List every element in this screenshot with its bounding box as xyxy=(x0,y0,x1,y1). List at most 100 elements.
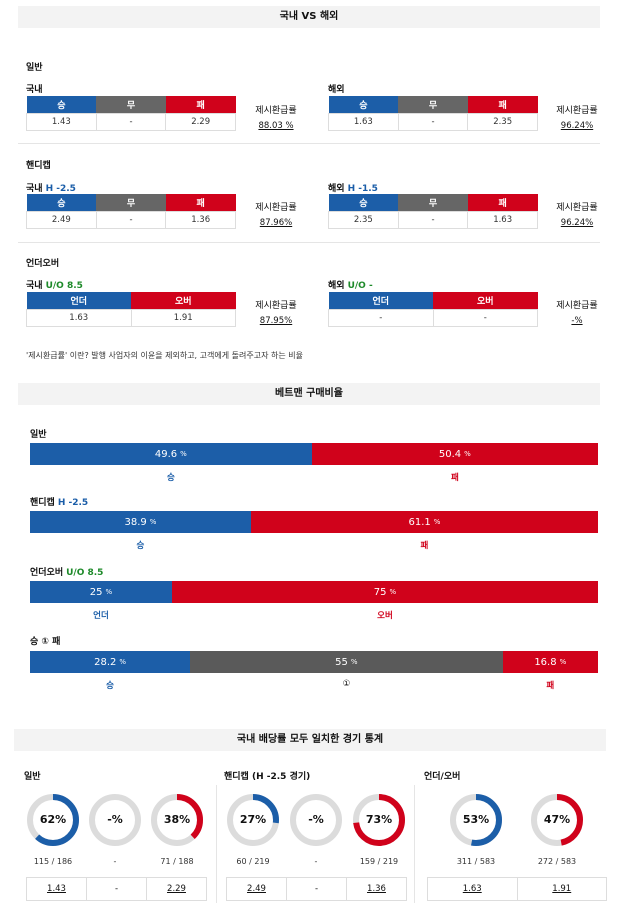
section-header-stats: 국내 배당률 모두 일치한 경기 통계 xyxy=(14,729,606,751)
odds-general-domestic-label: 국내 xyxy=(26,85,43,95)
stats-handicap-title: 핸디캡 (H -2.5 경기) xyxy=(224,772,311,782)
col-under: 언더 xyxy=(26,292,131,309)
donut-chart: 73% xyxy=(352,793,406,847)
refund-label: 제시환급률 xyxy=(556,106,598,116)
donut-chart: 62% xyxy=(26,793,80,847)
col-win: 승 xyxy=(328,96,399,113)
stats-odds-table: 1.43- 2.29 xyxy=(26,877,207,901)
col-draw: 무 xyxy=(96,96,166,113)
odds-cell: 1.36 xyxy=(165,210,236,229)
odds-handicap-title: 핸디캡 xyxy=(26,161,51,171)
donut-chart: 47% xyxy=(530,793,584,847)
bar-segment-label: 승 xyxy=(166,473,175,483)
divider xyxy=(18,143,600,144)
donut-count: - xyxy=(314,857,318,866)
stats-odds-cell: - xyxy=(87,878,147,900)
refund-value[interactable]: 88.03 % xyxy=(258,121,294,131)
stats-odds-cell[interactable]: 1.43 xyxy=(27,878,87,900)
odds-underover-domestic-label: 국내 U/O 8.5 xyxy=(26,281,83,291)
odds-cell: 1.91 xyxy=(130,308,236,327)
divider xyxy=(18,242,600,243)
stats-odds-table: 2.49- 1.36 xyxy=(226,877,407,901)
donut-count: 311 / 583 xyxy=(456,857,496,866)
odds-cell: - xyxy=(95,112,167,131)
col-draw: 무 xyxy=(96,194,166,211)
col-draw: 무 xyxy=(398,194,468,211)
refund-label: 제시환급률 xyxy=(255,106,297,116)
bar-segment-label: 승 xyxy=(136,541,145,551)
bar-segment: 50.4% xyxy=(311,443,598,465)
section-header-compare: 국내 VS 해외 xyxy=(18,6,600,28)
col-over: 오버 xyxy=(433,292,538,309)
donut-percent: 38% xyxy=(163,813,191,826)
odds-cell: 1.63 xyxy=(26,308,132,327)
col-draw: 무 xyxy=(398,96,468,113)
column-divider xyxy=(216,785,217,903)
bar-segment-label: 패 xyxy=(420,541,429,551)
refund-value[interactable]: 96.24% xyxy=(560,218,594,228)
odds-underover-overseas-label: 해외 U/O - xyxy=(328,281,373,291)
refund-note: '제시환급률' 이란? 발행 사업자의 이윤을 제외하고, 고객에게 돌려주고자… xyxy=(26,351,303,360)
donut-arc xyxy=(353,794,405,846)
donut-percent: 27% xyxy=(239,813,267,826)
odds-cell: 2.35 xyxy=(467,112,538,131)
donut-arc xyxy=(227,794,279,846)
bar-segment: 61.1% xyxy=(250,511,598,533)
donut-count: 272 / 583 xyxy=(537,857,577,866)
col-loss: 패 xyxy=(467,194,538,211)
column-divider xyxy=(414,785,415,903)
donut-arc xyxy=(27,794,79,846)
odds-cell: - xyxy=(397,210,469,229)
bar-segment-label: ① xyxy=(342,679,351,689)
col-win: 승 xyxy=(26,194,97,211)
bar-segment-label: 언더 xyxy=(93,611,109,621)
odds-underover-title: 언더오버 xyxy=(26,259,60,269)
donut-count: 159 / 219 xyxy=(359,857,399,866)
odds-cell: 2.29 xyxy=(165,112,236,131)
betman-wdl-title: 승 ① 패 xyxy=(30,637,61,647)
col-loss: 패 xyxy=(165,96,236,113)
refund-value[interactable]: 96.24% xyxy=(560,121,594,131)
stats-odds-cell[interactable]: 1.63 xyxy=(428,878,518,900)
stats-odds-cell[interactable]: 1.91 xyxy=(552,884,572,894)
stats-odds-table: 1.63 1.91 xyxy=(427,877,607,901)
col-loss: 패 xyxy=(165,194,236,211)
stats-odds-cell[interactable]: 1.36 xyxy=(367,884,386,894)
odds-handicap-domestic-label: 국내 H -2.5 xyxy=(26,184,76,194)
odds-cell: 2.49 xyxy=(26,210,97,229)
refund-label: 제시환급률 xyxy=(556,301,598,311)
donut-track xyxy=(290,794,342,846)
refund-value[interactable]: 87.95% xyxy=(259,316,293,326)
donut-chart: 53% xyxy=(449,793,503,847)
bar-segment-label: 패 xyxy=(546,681,555,691)
stats-odds-cell[interactable]: 2.49 xyxy=(227,878,287,900)
donut-count: 60 / 219 xyxy=(236,857,270,866)
refund-value[interactable]: -% xyxy=(571,316,583,326)
col-under: 언더 xyxy=(328,292,433,309)
odds-cell: - xyxy=(432,308,538,327)
odds-general-title: 일반 xyxy=(26,63,43,73)
col-win: 승 xyxy=(328,194,399,211)
refund-label: 제시환급률 xyxy=(556,203,598,213)
odds-cell: - xyxy=(95,210,167,229)
donut-percent: -% xyxy=(107,813,123,826)
bar-segment: 16.8% xyxy=(502,651,598,673)
stats-odds-cell[interactable]: 2.29 xyxy=(167,884,186,894)
odds-cell: 1.63 xyxy=(328,112,399,131)
donut-arc xyxy=(531,794,583,846)
bar-segment: 55% xyxy=(190,651,503,673)
odds-cell: 1.63 xyxy=(467,210,538,229)
donut-chart: 27% xyxy=(226,793,280,847)
bar-segment: 28.2% xyxy=(30,651,191,673)
odds-general-overseas-label: 해외 xyxy=(328,85,345,95)
bar-segment-label: 오버 xyxy=(377,611,393,621)
refund-value[interactable]: 87.96% xyxy=(259,218,293,228)
bar-segment: 49.6% xyxy=(30,443,312,465)
ratio-bar-underover: 25% 75% xyxy=(30,581,598,603)
donut-arc xyxy=(151,794,203,846)
col-win: 승 xyxy=(26,96,97,113)
